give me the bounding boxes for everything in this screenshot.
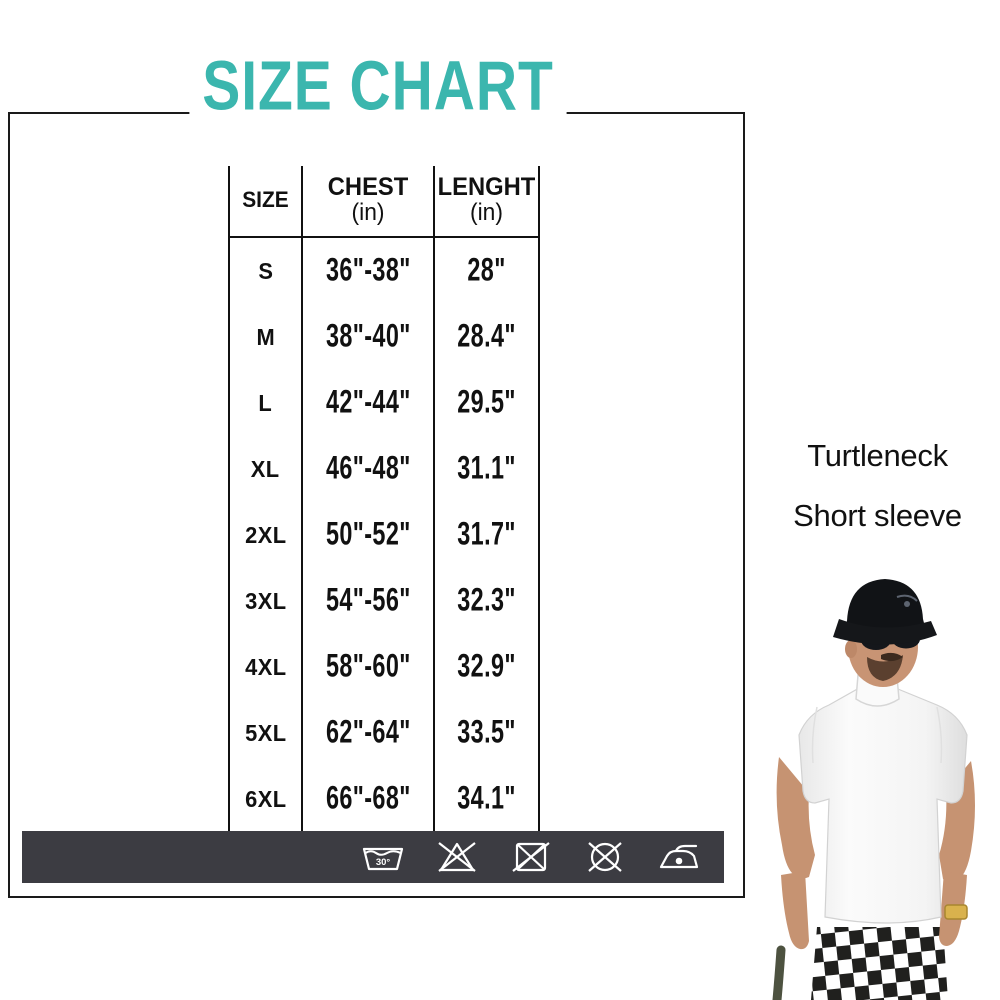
column-header-chest-label: CHEST: [327, 172, 409, 201]
cell-size-value: 5XL: [244, 719, 287, 746]
cell-chest-value: 50"-52": [325, 516, 411, 553]
cell-chest: 46"-48": [301, 436, 436, 502]
column-header-chest-unit: (in): [351, 198, 385, 226]
column-header-length-label: LENGHT: [437, 172, 536, 201]
table-row: 6XL 66"-68" 34.1": [228, 766, 540, 832]
cell-size: L: [228, 370, 303, 436]
cell-size: 5XL: [228, 700, 303, 766]
cell-chest: 62"-64": [301, 700, 436, 766]
cell-length: 34.1": [434, 766, 540, 832]
product-name: Turtleneck: [807, 438, 948, 473]
cell-length: 32.9": [434, 634, 540, 700]
table-row: M 38"-40" 28.4": [228, 304, 540, 370]
checkered-pants: [811, 927, 948, 1000]
column-header-size-label: SIZE: [242, 187, 289, 212]
cell-chest: 66"-68": [301, 766, 436, 832]
do-not-bleach-icon: [434, 840, 480, 874]
cell-length: 31.7": [434, 502, 540, 568]
iron-low-icon: [656, 840, 702, 874]
do-not-dry-clean-icon: [582, 840, 628, 874]
cell-size: 4XL: [228, 634, 303, 700]
column-header-chest: CHEST (in): [301, 166, 436, 238]
cell-chest: 58"-60": [301, 634, 436, 700]
cell-size-value: M: [256, 323, 275, 350]
wash-30-icon: 30°: [360, 840, 406, 874]
cell-length-value: 28": [467, 252, 506, 289]
cell-length-value: 32.3": [457, 582, 516, 619]
cell-chest-value: 54"-56": [325, 582, 411, 619]
cell-length: 33.5": [434, 700, 540, 766]
cell-chest: 50"-52": [301, 502, 436, 568]
cell-chest-value: 58"-60": [325, 648, 411, 685]
cell-length: 28.4": [434, 304, 540, 370]
table-header: SIZE CHEST (in) LENGHT (in): [228, 166, 540, 238]
cell-length-value: 31.1": [457, 450, 516, 487]
cell-size-value: 2XL: [244, 521, 287, 548]
table-row: 3XL 54"-56" 32.3": [228, 568, 540, 634]
cell-length-value: 29.5": [457, 384, 516, 421]
table-row: 2XL 50"-52" 31.7": [228, 502, 540, 568]
table-row: 5XL 62"-64" 33.5": [228, 700, 540, 766]
cell-length-value: 31.7": [457, 516, 516, 553]
table-body: S 36"-38" 28" M 38"-40" 28.4" L 42"-44" …: [228, 237, 540, 832]
cell-chest: 42"-44": [301, 370, 436, 436]
cell-length: 32.3": [434, 568, 540, 634]
cell-length-value: 33.5": [457, 714, 516, 751]
cell-size-value: 6XL: [244, 785, 287, 812]
care-instructions-bar: 30°: [22, 831, 724, 883]
cell-size: 6XL: [228, 766, 303, 832]
table-row: 4XL 58"-60" 32.9": [228, 634, 540, 700]
cell-size: 3XL: [228, 568, 303, 634]
cell-length-value: 28.4": [457, 318, 516, 355]
cell-chest-value: 36"-38": [325, 252, 411, 289]
cell-chest-value: 46"-48": [325, 450, 411, 487]
product-subtitle: Short sleeve: [793, 498, 962, 533]
column-header-size: SIZE: [228, 166, 303, 238]
cell-size: XL: [228, 436, 303, 502]
cell-size-value: S: [257, 257, 273, 284]
cell-length-value: 32.9": [457, 648, 516, 685]
table-row: L 42"-44" 29.5": [228, 370, 540, 436]
do-not-tumble-dry-icon: [508, 840, 554, 874]
table-row: XL 46"-48" 31.1": [228, 436, 540, 502]
svg-text:30°: 30°: [376, 857, 391, 868]
size-chart-table: SIZE CHEST (in) LENGHT (in) S 36"-38" 28…: [228, 166, 540, 832]
cell-chest-value: 42"-44": [325, 384, 411, 421]
cell-size-value: 3XL: [244, 587, 287, 614]
cell-chest: 38"-40": [301, 304, 436, 370]
cell-chest-value: 66"-68": [325, 780, 411, 817]
cell-length: 31.1": [434, 436, 540, 502]
product-info-panel: Turtleneck Short sleeve: [755, 0, 1000, 1000]
cell-size-value: 4XL: [244, 653, 287, 680]
cell-chest-value: 38"-40": [325, 318, 411, 355]
model-product-photo: [755, 575, 1000, 1000]
column-header-length: LENGHT (in): [434, 166, 540, 238]
cell-size-value: XL: [251, 455, 280, 482]
cell-length: 29.5": [434, 370, 540, 436]
cell-chest-value: 62"-64": [325, 714, 411, 751]
cell-length: 28": [434, 237, 540, 304]
cell-size: 2XL: [228, 502, 303, 568]
cell-size: M: [228, 304, 303, 370]
cell-length-value: 34.1": [457, 780, 516, 817]
cell-chest: 54"-56": [301, 568, 436, 634]
table-row: S 36"-38" 28": [228, 237, 540, 304]
cell-chest: 36"-38": [301, 237, 436, 304]
cell-size: S: [228, 237, 303, 304]
cell-size-value: L: [258, 389, 273, 416]
column-header-length-unit: (in): [470, 198, 503, 226]
page-title-container: SIZE CHART: [0, 52, 755, 122]
table-header-row: SIZE CHEST (in) LENGHT (in): [228, 166, 540, 238]
